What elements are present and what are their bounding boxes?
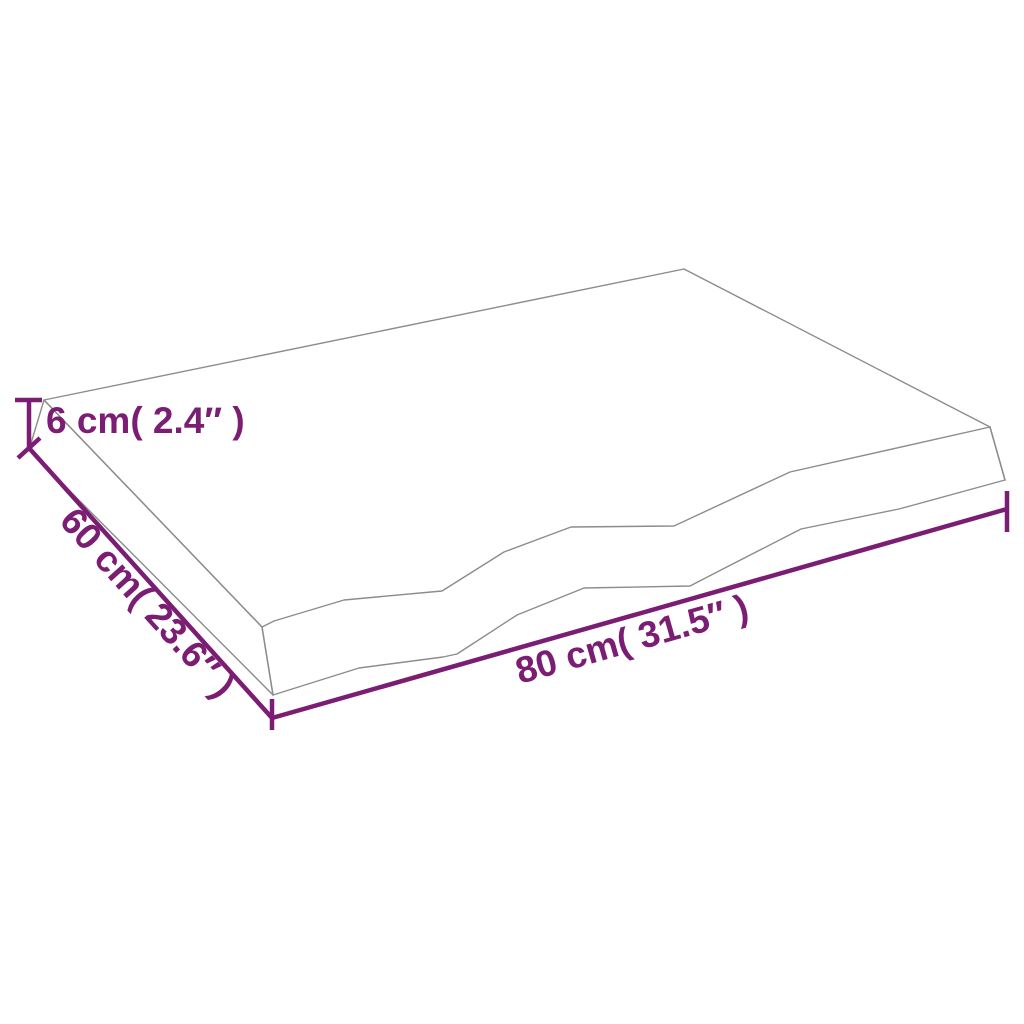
- svg-text:6 cm( 2.4″ ): 6 cm( 2.4″ ): [46, 400, 245, 441]
- svg-text:60 cm( 23.6″ ): 60 cm( 23.6″ ): [52, 500, 243, 706]
